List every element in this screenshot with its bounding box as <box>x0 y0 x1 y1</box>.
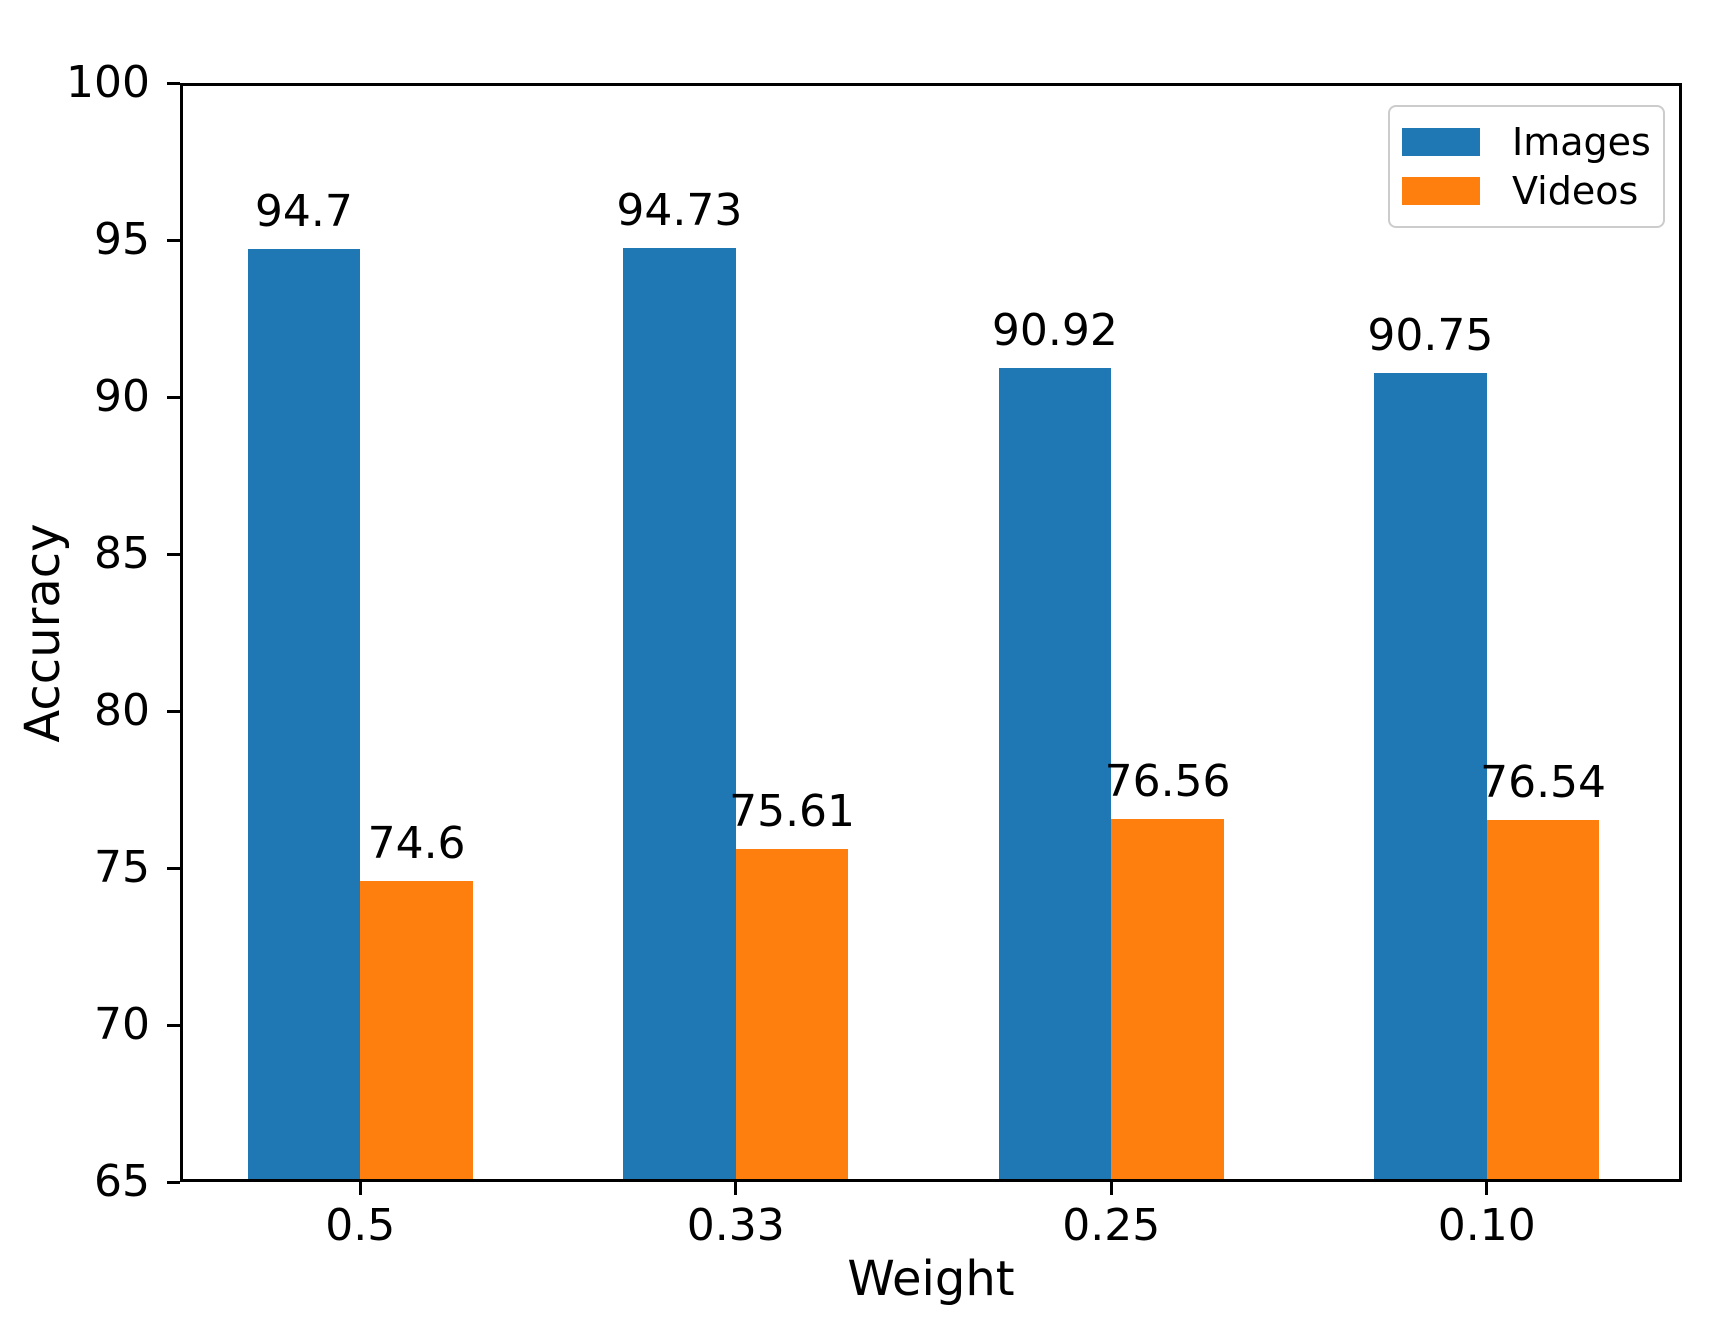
bar-value-label: 75.61 <box>729 785 856 837</box>
bar-value-label: 76.56 <box>1104 756 1231 808</box>
x-tick-label: 0.33 <box>686 1200 785 1251</box>
y-axis-label: Accuracy <box>15 523 71 743</box>
bar-value-label: 90.75 <box>1367 310 1494 362</box>
bar-images-0.33 <box>623 248 736 1182</box>
bar-videos-0.25 <box>1111 819 1224 1182</box>
bar-value-label: 90.92 <box>991 305 1118 357</box>
y-tick-label: 80 <box>94 685 150 736</box>
x-tick-label: 0.5 <box>325 1200 396 1251</box>
bar-value-label: 76.54 <box>1480 756 1607 808</box>
legend-label: Videos <box>1512 169 1639 213</box>
y-axis-tick <box>167 81 180 85</box>
legend-label: Images <box>1512 120 1651 164</box>
bar-images-0.10 <box>1374 373 1487 1182</box>
y-tick-label: 100 <box>66 57 150 108</box>
y-axis-tick <box>167 552 180 556</box>
legend-entry-videos: Videos <box>1402 171 1649 211</box>
bar-value-label: 74.6 <box>367 817 466 869</box>
x-axis-tick <box>1485 1182 1489 1195</box>
y-tick-label: 95 <box>94 214 150 265</box>
bar-videos-0.10 <box>1486 819 1600 1182</box>
legend: Images Videos <box>1388 105 1665 228</box>
bar-value-label: 94.73 <box>616 185 743 237</box>
bar-videos-0.5 <box>360 880 473 1182</box>
x-tick-label: 0.25 <box>1062 1200 1161 1251</box>
legend-swatch-images <box>1402 128 1480 156</box>
y-axis-tick <box>167 1180 180 1184</box>
y-tick-label: 70 <box>94 999 150 1050</box>
legend-swatch-videos <box>1402 177 1480 205</box>
y-tick-label: 75 <box>94 842 150 893</box>
x-axis-label: Weight <box>847 1251 1015 1307</box>
y-tick-label: 65 <box>94 1156 150 1207</box>
y-tick-label: 90 <box>94 371 150 422</box>
x-tick-label: 0.10 <box>1437 1200 1536 1251</box>
bar-images-0.5 <box>247 249 361 1182</box>
y-axis-tick <box>167 238 180 242</box>
bar-value-label: 94.7 <box>254 186 353 238</box>
y-tick-label: 85 <box>94 528 150 579</box>
bar-videos-0.33 <box>735 848 849 1182</box>
bar-images-0.25 <box>998 368 1112 1182</box>
y-axis-tick <box>167 1023 180 1027</box>
x-axis-tick <box>734 1182 738 1195</box>
y-axis-tick <box>167 709 180 713</box>
y-axis-tick <box>167 395 180 399</box>
x-axis-tick <box>1109 1182 1113 1195</box>
legend-entry-images: Images <box>1402 120 1651 164</box>
y-axis-tick <box>167 866 180 870</box>
x-axis-tick <box>358 1182 362 1195</box>
